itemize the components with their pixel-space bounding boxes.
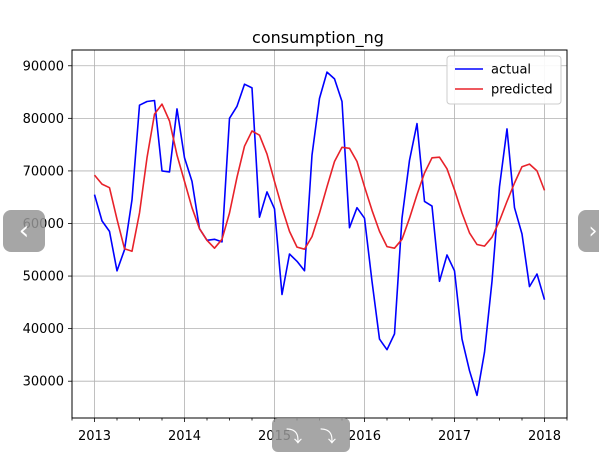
series-line-predicted	[93, 103, 546, 253]
x-tick-label: 2013	[78, 429, 111, 444]
legend-label-actual: actual	[491, 63, 531, 78]
legend-box	[446, 55, 562, 105]
previous-slide-button[interactable]: ‹	[3, 210, 45, 252]
x-tick-label: 2016	[348, 429, 381, 444]
series-line-actual	[93, 71, 546, 397]
chevron-left-icon: ‹	[18, 216, 30, 246]
rotate-right-icon[interactable]: ⤵	[320, 427, 337, 446]
series	[93, 71, 546, 397]
bottom-toolbar[interactable]: ⤵ ⤵	[272, 418, 350, 452]
legend-label-predicted: predicted	[491, 83, 553, 98]
legend: actual predicted	[446, 55, 562, 105]
y-tick-label: 50000	[23, 270, 64, 285]
next-slide-button[interactable]: ›	[578, 210, 599, 252]
x-tick-label: 2018	[528, 429, 561, 444]
y-tick-label: 80000	[23, 112, 64, 127]
rotate-left-icon[interactable]: ⤵	[285, 427, 302, 446]
y-tick-label: 70000	[23, 164, 64, 179]
y-tick-label: 40000	[23, 322, 64, 337]
chart-title: consumption_ng	[252, 28, 384, 48]
y-tick-label: 30000	[23, 375, 64, 390]
y-tick-label: 90000	[23, 59, 64, 74]
chevron-right-icon: ›	[588, 218, 598, 244]
axes: 2013201420152016201720183000040000500006…	[23, 49, 568, 444]
x-tick-label: 2014	[168, 429, 201, 444]
x-tick-label: 2017	[438, 429, 471, 444]
